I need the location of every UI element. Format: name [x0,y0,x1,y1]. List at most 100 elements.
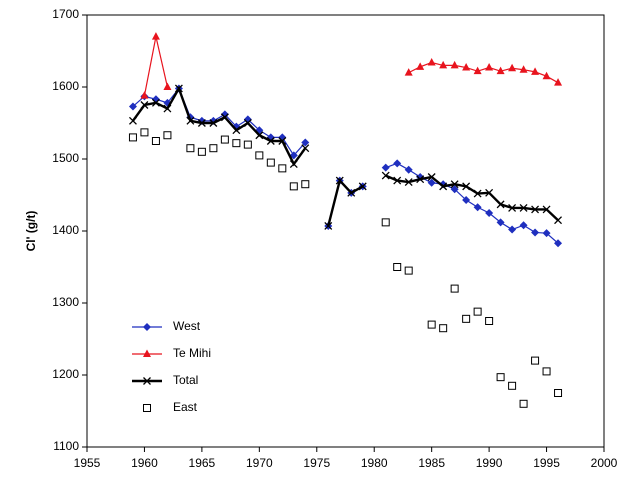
marker [278,137,287,145]
marker [427,178,436,187]
marker [519,204,528,212]
marker [485,188,494,197]
x-tick-label: 1995 [533,456,560,470]
marker [531,228,540,237]
marker [450,284,459,293]
marker [174,84,183,93]
x-tick-label: 1955 [74,456,101,470]
legend-label: Te Mihi [173,346,211,360]
marker [554,389,563,397]
marker [519,65,528,73]
x-tick-label: 1970 [246,456,273,470]
legend-marker [143,323,151,331]
y-tick-label: 1500 [52,151,79,165]
x-tick-label: 1975 [303,456,330,470]
marker [255,131,264,140]
marker [531,356,540,365]
marker [416,62,425,70]
x-tick-label: 1985 [418,456,445,470]
marker [554,216,563,225]
marker [220,113,229,122]
marker [427,173,436,181]
marker [473,66,482,75]
marker [151,32,160,40]
marker [324,222,333,230]
marker [243,119,252,127]
marker [416,175,425,184]
marker [542,229,551,238]
marker [163,82,172,90]
marker [485,209,494,217]
marker [243,140,252,149]
marker [519,399,528,408]
marker [163,104,172,113]
marker [404,266,413,275]
legend-marker [143,404,151,412]
y-tick-label: 1700 [52,7,79,21]
x-tick-label: 2000 [591,456,618,470]
marker [462,63,471,71]
marker [197,119,206,127]
x-tick-label: 1980 [361,456,388,470]
y-axis-label: Cl' (g/t) [24,211,38,252]
marker [439,182,448,191]
marker [381,218,390,227]
marker [289,182,298,191]
marker [301,144,310,153]
legend-marker [143,377,151,385]
series-line [132,87,559,244]
marker [439,60,448,69]
marker [485,317,494,325]
marker [232,122,241,131]
marker [266,158,275,167]
marker [508,225,517,234]
marker [128,133,137,142]
marker [473,189,482,198]
marker [542,205,551,214]
marker [439,324,448,333]
legend-marker [143,349,151,357]
y-tick-label: 1600 [52,79,79,93]
marker [427,320,436,329]
marker [554,78,563,86]
marker [128,116,137,125]
marker [462,182,471,191]
marker [140,91,149,99]
y-tick-label: 1300 [52,295,79,309]
marker [163,131,172,140]
marker [531,67,540,75]
series-line [143,36,559,96]
marker [462,196,471,205]
legend-label: Total [173,373,198,387]
marker [186,116,195,125]
marker [209,144,218,153]
marker [197,147,206,156]
marker [508,204,517,212]
marker [531,205,540,214]
marker [404,165,413,174]
marker [542,71,551,80]
marker [393,159,402,168]
marker [393,263,402,271]
marker [140,128,149,137]
marker [381,171,390,180]
marker [186,144,195,153]
legend-label: East [173,400,198,414]
marker [393,176,402,185]
y-tick-label: 1400 [52,223,79,237]
marker [473,307,482,316]
marker [554,239,563,248]
marker [232,139,241,148]
marker [508,381,517,390]
legend-label: West [173,319,201,333]
x-tick-label: 1990 [476,456,503,470]
marker [496,66,505,75]
marker [151,98,160,107]
marker [404,178,413,186]
marker [542,367,551,376]
marker [473,203,482,212]
series-line [131,85,559,227]
marker [301,180,310,189]
marker [496,373,505,382]
